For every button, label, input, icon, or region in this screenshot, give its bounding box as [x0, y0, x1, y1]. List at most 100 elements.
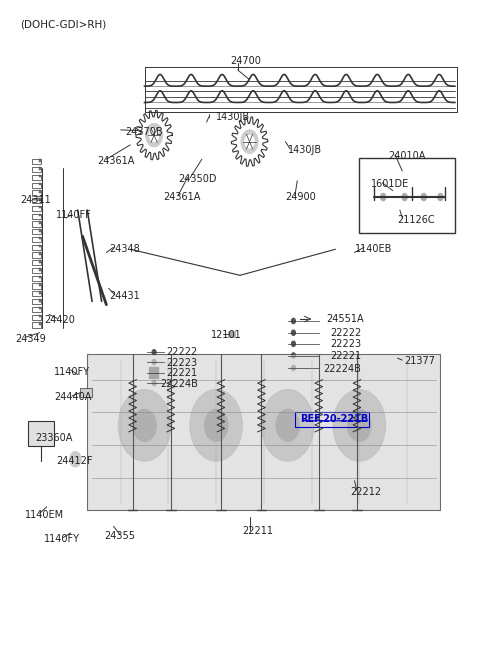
Bar	[38, 252, 41, 255]
Circle shape	[47, 503, 51, 510]
Text: 22224B: 22224B	[160, 379, 198, 388]
Text: 22222: 22222	[166, 347, 197, 357]
Bar	[28, 421, 54, 446]
Bar	[38, 284, 41, 286]
Circle shape	[152, 350, 156, 355]
Text: 24355: 24355	[104, 531, 135, 541]
Circle shape	[421, 193, 427, 201]
Circle shape	[149, 128, 159, 141]
Bar	[38, 198, 41, 200]
Text: 24700: 24700	[230, 56, 261, 66]
Circle shape	[145, 123, 163, 147]
Text: 21377: 21377	[405, 356, 436, 366]
Bar	[38, 307, 41, 309]
Circle shape	[262, 390, 314, 461]
Bar	[38, 175, 41, 178]
Circle shape	[380, 193, 386, 201]
Bar	[33, 260, 41, 265]
Text: 1140FF: 1140FF	[56, 210, 92, 220]
Bar	[33, 307, 41, 312]
Bar	[33, 206, 41, 211]
Bar	[33, 299, 41, 304]
Bar	[228, 331, 235, 337]
Bar	[33, 276, 41, 281]
Text: 24551A: 24551A	[326, 314, 363, 324]
Circle shape	[291, 341, 295, 346]
Circle shape	[70, 451, 81, 467]
Bar	[38, 214, 41, 216]
Text: 24010A: 24010A	[388, 151, 425, 161]
Bar	[38, 299, 41, 301]
Text: 22212: 22212	[350, 487, 381, 497]
Bar	[360, 158, 455, 233]
Circle shape	[402, 193, 408, 201]
Bar	[38, 260, 41, 263]
Text: 24361A: 24361A	[97, 156, 134, 166]
Circle shape	[204, 409, 228, 441]
Text: 1430JB: 1430JB	[216, 113, 250, 122]
Bar	[38, 167, 41, 170]
Bar	[33, 322, 41, 328]
Bar	[38, 322, 41, 325]
Bar	[38, 276, 41, 278]
Text: 12101: 12101	[211, 330, 242, 341]
Bar	[38, 314, 41, 317]
Circle shape	[438, 193, 444, 201]
Circle shape	[375, 223, 380, 230]
Bar	[33, 314, 41, 320]
Text: 22223: 22223	[331, 339, 362, 350]
Bar	[38, 268, 41, 271]
Text: 24431: 24431	[109, 291, 140, 301]
Text: 22221: 22221	[166, 368, 197, 378]
Bar	[38, 237, 41, 240]
Circle shape	[348, 409, 371, 441]
Circle shape	[333, 390, 385, 461]
Text: 24420: 24420	[44, 314, 75, 325]
Text: 24412F: 24412F	[56, 456, 93, 466]
Bar	[33, 191, 41, 195]
Text: 1430JB: 1430JB	[288, 145, 322, 155]
Text: 1140FY: 1140FY	[54, 367, 90, 377]
Circle shape	[291, 353, 295, 358]
Bar	[33, 159, 41, 164]
Circle shape	[190, 390, 242, 461]
Text: 24361A: 24361A	[164, 192, 201, 202]
Text: 24370B: 24370B	[125, 127, 163, 137]
Circle shape	[77, 373, 81, 378]
Bar	[33, 268, 41, 273]
Bar	[38, 229, 41, 232]
Circle shape	[276, 409, 300, 441]
Text: 22211: 22211	[242, 526, 274, 536]
Text: 22221: 22221	[331, 351, 362, 361]
Circle shape	[118, 390, 171, 461]
Bar	[38, 191, 41, 193]
Bar	[38, 206, 41, 208]
Bar	[33, 252, 41, 257]
Bar	[33, 183, 41, 188]
Text: 22223: 22223	[166, 358, 197, 367]
Circle shape	[152, 360, 156, 365]
Text: 1140EB: 1140EB	[355, 244, 392, 254]
Bar	[33, 198, 41, 203]
Circle shape	[152, 381, 156, 386]
Circle shape	[291, 365, 295, 371]
Bar	[33, 167, 41, 172]
Circle shape	[71, 529, 75, 535]
Text: 22224B: 22224B	[324, 364, 361, 373]
Bar	[33, 221, 41, 227]
Polygon shape	[87, 354, 441, 510]
Bar	[33, 214, 41, 219]
Text: (DOHC-GDI>RH): (DOHC-GDI>RH)	[21, 19, 107, 29]
Bar	[33, 284, 41, 289]
Bar	[38, 159, 41, 162]
Bar	[38, 244, 41, 247]
Text: 24350D: 24350D	[178, 174, 216, 185]
Bar	[38, 291, 41, 294]
Bar	[33, 291, 41, 297]
Bar	[33, 237, 41, 242]
Text: 1601DE: 1601DE	[371, 179, 409, 189]
Text: 1140EM: 1140EM	[25, 510, 64, 519]
Circle shape	[393, 354, 398, 360]
Text: 21126C: 21126C	[397, 215, 435, 225]
Circle shape	[132, 409, 156, 441]
